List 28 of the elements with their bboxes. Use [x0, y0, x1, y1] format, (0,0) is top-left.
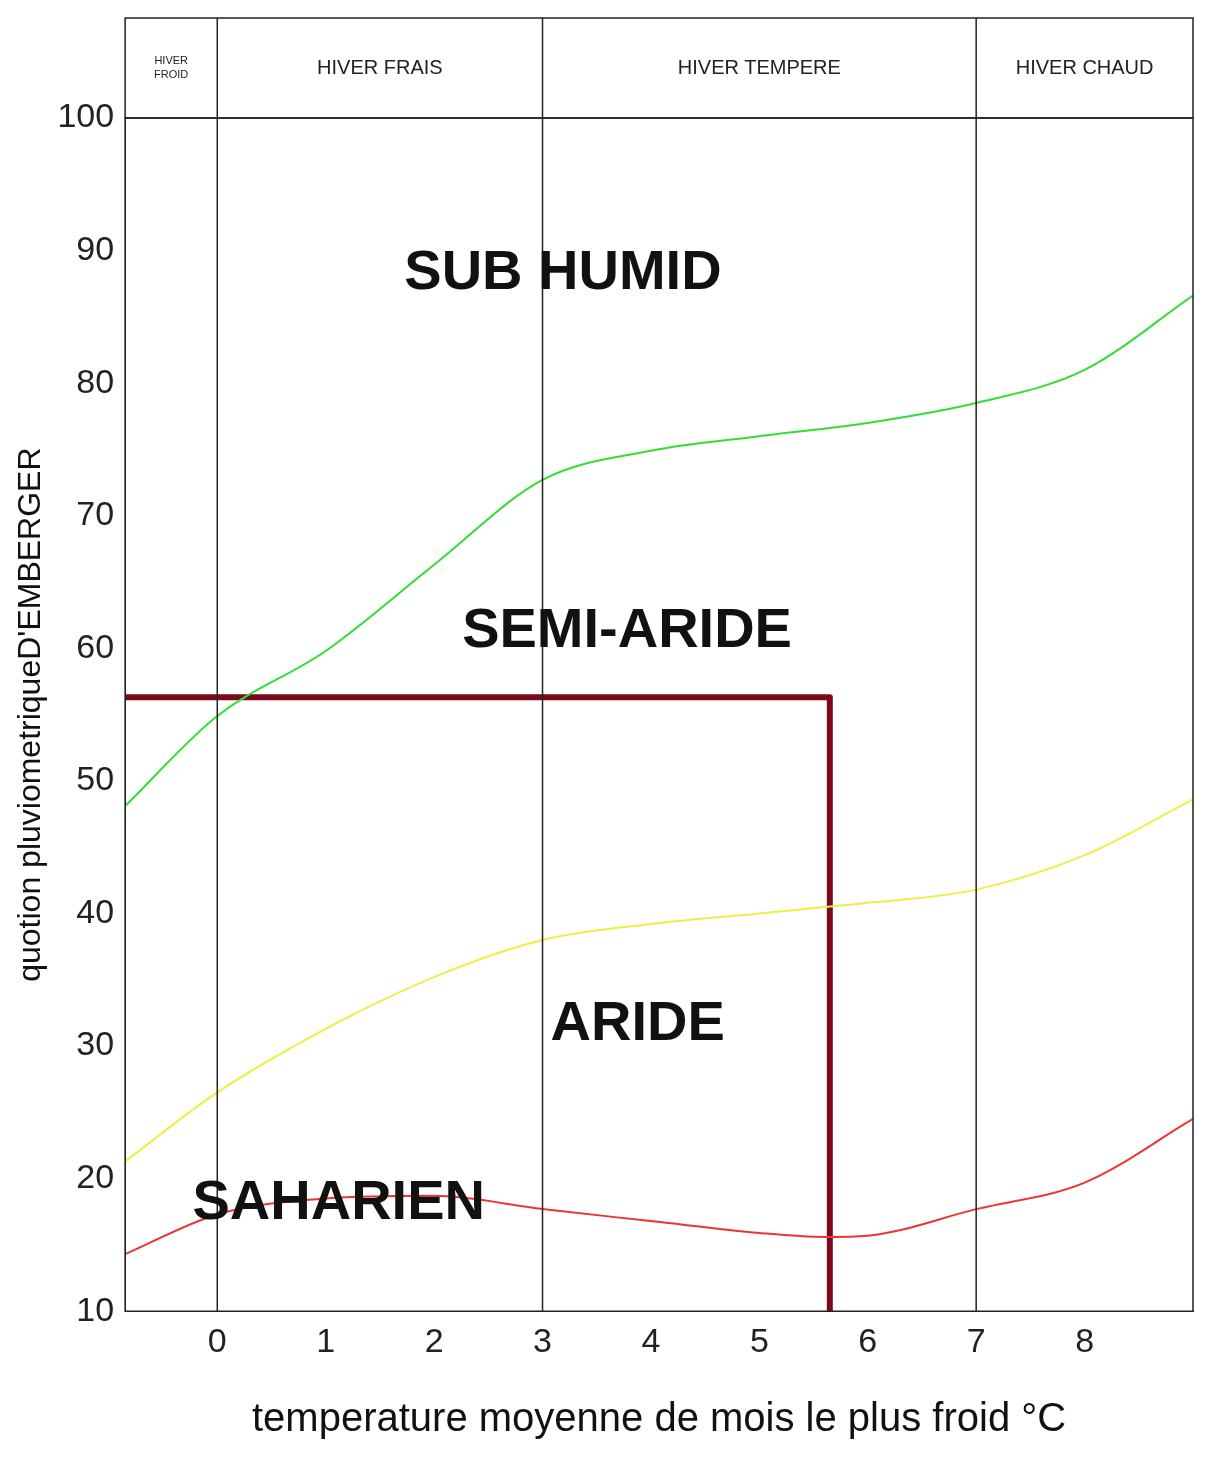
y-axis-title: quotion pluviometriqueD'EMBERGER	[11, 447, 48, 982]
y-tick-label: 40	[76, 891, 115, 930]
y-tick-label: 10	[76, 1289, 115, 1328]
x-tick-label: 2	[424, 1320, 444, 1359]
y-tick-label: 60	[76, 626, 115, 665]
x-tick-label: 6	[858, 1320, 878, 1359]
line-series	[125, 798, 1193, 1163]
x-tick-label: 3	[533, 1320, 552, 1359]
y-tick-label: 90	[76, 228, 115, 267]
x-tick-label: 7	[966, 1320, 986, 1359]
text: HIVER FRAIS	[317, 55, 443, 78]
text: HIVER CHAUD	[1015, 55, 1154, 78]
x-tick-label: 4	[641, 1320, 661, 1359]
y-tick-label: 70	[76, 494, 115, 533]
y-tick-label: 100	[57, 96, 115, 135]
y-tick-label: 50	[76, 759, 115, 798]
y-tick-label: 20	[76, 1157, 115, 1195]
text: HIVER FROID	[154, 54, 189, 81]
text: HIVER TEMPERE	[677, 55, 841, 78]
x-tick-label: 1	[316, 1320, 336, 1359]
y-tick-label: 80	[76, 361, 115, 400]
x-tick-label: 0	[207, 1320, 227, 1359]
line-series	[125, 294, 1193, 808]
y-tick-label: 30	[76, 1024, 115, 1063]
x-tick-label: 5	[749, 1320, 769, 1359]
annotation: ARIDE	[550, 989, 725, 1053]
x-axis-title: temperature moyenne de mois le plus froid °C	[251, 1395, 1067, 1440]
x-tick-label: 8	[1075, 1320, 1095, 1359]
